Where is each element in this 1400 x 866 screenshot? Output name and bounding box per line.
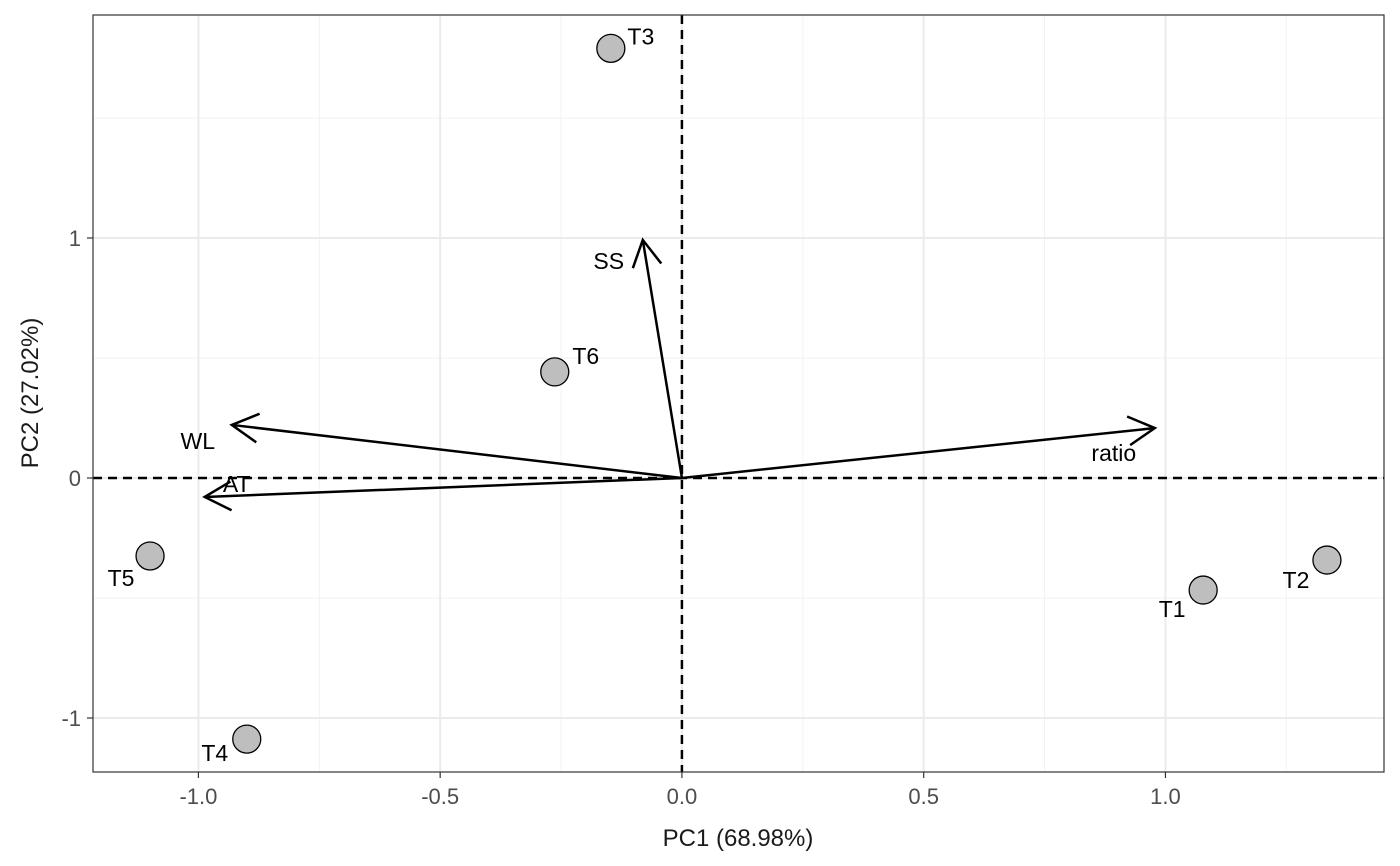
loading-arrow-SS [641, 239, 684, 479]
loading-label: SS [593, 248, 624, 274]
data-point-T4 [232, 724, 262, 754]
y-tick-label: -1 [61, 706, 81, 731]
loading-arrow-WL [231, 423, 683, 480]
data-point-T3 [596, 33, 626, 64]
data-point-T5 [135, 541, 165, 571]
x-tick-label: 0.0 [667, 784, 698, 809]
loading-arrow-ratio [681, 426, 1155, 480]
point-label: T6 [572, 343, 599, 369]
y-tick-label: 1 [69, 226, 81, 251]
loading-label: WL [181, 428, 216, 454]
x-tick-label: 1.0 [1150, 784, 1181, 809]
y-tick-label: 0 [69, 466, 81, 491]
axis-ticks: -1.0 -0.5 0.0 0.5 1.0 -1 0 1 [61, 226, 1180, 809]
loading-arrow-AT [204, 476, 682, 499]
x-axis-label: PC1 (68.98%) [663, 825, 814, 852]
data-point-T1 [1188, 575, 1218, 605]
panel-border [92, 14, 1385, 773]
reference-lines [93, 15, 1384, 772]
arrowhead [202, 480, 233, 512]
point-label: T3 [627, 23, 654, 49]
y-axis-label: PC2 (27.02%) [17, 318, 44, 469]
arrowhead [631, 237, 663, 269]
data-point-T6 [540, 357, 570, 387]
x-tick-label: -1.0 [179, 784, 217, 809]
arrowhead [229, 412, 261, 444]
point-label: T5 [108, 565, 135, 591]
point-label: T2 [1283, 567, 1310, 593]
grid [93, 15, 1384, 772]
data-point-T2 [1312, 545, 1342, 575]
x-tick-label: -0.5 [421, 784, 459, 809]
point-label: T4 [201, 740, 228, 766]
loading-arrows: SS WL AT ratio [181, 237, 1158, 512]
loading-label: ratio [1091, 440, 1136, 466]
data-points: T1 T2 T3 T4 T5 T6 [108, 23, 1342, 766]
loading-label: AT [223, 471, 251, 497]
point-label: T1 [1159, 596, 1186, 622]
x-tick-label: 0.5 [908, 784, 939, 809]
arrowhead [1126, 415, 1158, 447]
